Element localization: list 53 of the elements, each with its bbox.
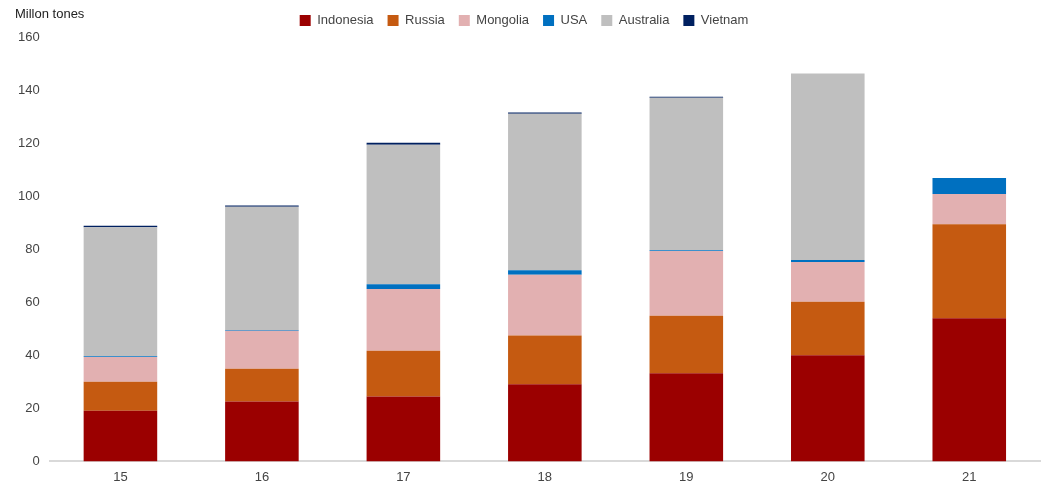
- y-tick-label: 160: [17, 28, 40, 44]
- bar: [366, 396, 441, 462]
- x-tick-label: 15: [113, 468, 128, 484]
- bar: [791, 261, 865, 302]
- legend-label: Russia: [405, 12, 446, 28]
- y-tick-label: 20: [25, 399, 40, 415]
- y-tick-label: 100: [17, 187, 40, 203]
- bar: [83, 410, 158, 462]
- legend-label: Australia: [618, 12, 671, 28]
- bar: [508, 274, 582, 336]
- bar: [508, 335, 582, 385]
- bar: [83, 381, 158, 411]
- bar: [649, 251, 724, 316]
- x-tick-label: 21: [962, 468, 977, 484]
- bar: [932, 178, 1007, 195]
- bar: [649, 97, 724, 251]
- bar: [791, 355, 865, 462]
- legend-label: Vietnam: [700, 12, 749, 28]
- y-tick-label: 40: [25, 346, 40, 362]
- bar: [83, 356, 158, 382]
- bar: [225, 401, 299, 462]
- x-tick-label: 19: [679, 468, 694, 484]
- bar: [791, 73, 865, 261]
- bar: [649, 315, 724, 374]
- bar: [225, 206, 299, 331]
- y-tick-label: 140: [17, 81, 40, 97]
- y-tick-label: 80: [25, 240, 40, 256]
- x-tick-label: 18: [537, 468, 553, 484]
- bar: [225, 330, 299, 369]
- bar: [366, 144, 441, 285]
- x-tick-label: 16: [254, 468, 270, 484]
- bar: [791, 301, 865, 356]
- y-tick-label: 0: [32, 452, 40, 468]
- legend-label: USA: [560, 12, 588, 28]
- bar: [225, 368, 299, 402]
- x-tick-label: 17: [396, 468, 411, 484]
- legend-label: Mongolia: [476, 12, 530, 28]
- bar: [366, 288, 441, 351]
- bar: [508, 270, 582, 275]
- bar: [649, 373, 724, 462]
- y-axis-title: Millon tones: [15, 6, 85, 22]
- bar: [932, 194, 1007, 225]
- y-tick-label: 60: [25, 293, 40, 309]
- bar: [508, 113, 582, 271]
- bar: [508, 384, 582, 462]
- bar: [932, 318, 1007, 462]
- bar: [83, 227, 158, 357]
- x-tick-label: 20: [820, 468, 836, 484]
- bar: [366, 284, 441, 289]
- bar: [932, 224, 1007, 319]
- y-tick-label: 120: [17, 134, 40, 150]
- bar: [366, 350, 441, 397]
- legend-label: Indonesia: [317, 12, 375, 28]
